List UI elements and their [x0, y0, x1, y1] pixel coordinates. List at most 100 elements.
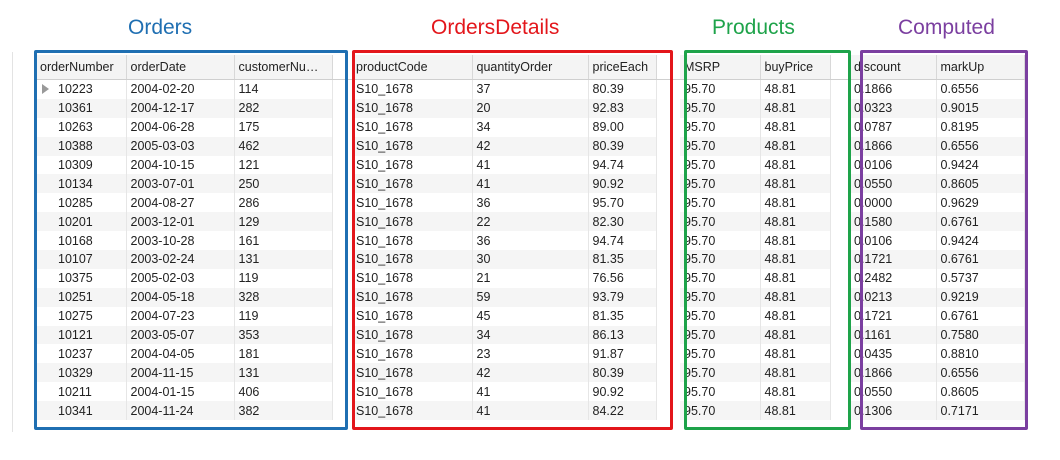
- cell-productcode[interactable]: S10_1678: [352, 136, 473, 156]
- cell-buyprice[interactable]: 48.81: [760, 287, 831, 307]
- cell-quantityorder[interactable]: 23: [472, 344, 589, 364]
- cell-productcode[interactable]: S10_1678: [352, 363, 473, 383]
- cell-ordernumber[interactable]: 10134: [36, 174, 127, 194]
- cell-ordernumber[interactable]: 10237: [36, 344, 127, 364]
- column-header-discount[interactable]: discount: [850, 55, 937, 80]
- column-header-productcode[interactable]: productCode: [352, 55, 473, 80]
- cell-discount[interactable]: 0.0787: [850, 117, 937, 137]
- cell-priceeach[interactable]: 91.87: [588, 344, 657, 364]
- cell-markup[interactable]: 0.6761: [936, 212, 1025, 232]
- cell-discount[interactable]: 0.0000: [850, 193, 937, 213]
- cell-buyprice[interactable]: 48.81: [760, 193, 831, 213]
- cell-quantityorder[interactable]: 34: [472, 325, 589, 345]
- cell-priceeach[interactable]: 90.92: [588, 382, 657, 402]
- cell-buyprice[interactable]: 48.81: [760, 136, 831, 156]
- cell-markup[interactable]: 0.9219: [936, 287, 1025, 307]
- column-header-markup[interactable]: markUp: [936, 55, 1025, 80]
- table-row[interactable]: 10107 2003-02-24 131 S10_1678 30 81.35 95.70 48…: [36, 250, 1025, 269]
- cell-quantityorder[interactable]: 34: [472, 117, 589, 137]
- cell-discount[interactable]: 0.1580: [850, 212, 937, 232]
- table-row[interactable]: 10201 2003-12-01 129 S10_1678 22 82.30 95.70 48…: [36, 212, 1025, 232]
- cell-buyprice[interactable]: 48.81: [760, 325, 831, 345]
- cell-ordernumber[interactable]: 10121: [36, 325, 127, 345]
- cell-quantityorder[interactable]: 59: [472, 287, 589, 307]
- cell-ordernumber[interactable]: 10341: [36, 401, 127, 421]
- column-header-ordernumber[interactable]: orderNumber: [36, 55, 127, 80]
- cell-quantityorder[interactable]: 30: [472, 250, 589, 269]
- cell-quantityorder[interactable]: 20: [472, 98, 589, 118]
- cell-ordernumber[interactable]: 10251: [36, 287, 127, 307]
- cell-discount[interactable]: 0.1721: [850, 250, 937, 269]
- column-header-buyprice[interactable]: buyPrice: [760, 55, 831, 80]
- cell-msrp[interactable]: 95.70: [680, 287, 761, 307]
- cell-productcode[interactable]: S10_1678: [352, 98, 473, 118]
- cell-discount[interactable]: 0.1866: [850, 136, 937, 156]
- cell-ordernumber[interactable]: 10263: [36, 117, 127, 137]
- table-row[interactable]: 10211 2004-01-15 406 S10_1678 41 90.92 95.70 48…: [36, 382, 1025, 402]
- cell-ordernumber[interactable]: 10329: [36, 363, 127, 383]
- cell-orderdate[interactable]: 2004-02-20: [126, 79, 235, 99]
- cell-discount[interactable]: 0.1306: [850, 401, 937, 421]
- cell-productcode[interactable]: S10_1678: [352, 250, 473, 269]
- cell-ordernumber[interactable]: 10211: [36, 382, 127, 402]
- cell-quantityorder[interactable]: 37: [472, 79, 589, 99]
- cell-quantityorder[interactable]: 41: [472, 174, 589, 194]
- cell-customernumber[interactable]: 250: [234, 174, 333, 194]
- cell-orderdate[interactable]: 2004-12-17: [126, 98, 235, 118]
- cell-buyprice[interactable]: 48.81: [760, 231, 831, 251]
- cell-customernumber[interactable]: 382: [234, 401, 333, 421]
- cell-ordernumber[interactable]: 10375: [36, 268, 127, 288]
- cell-buyprice[interactable]: 48.81: [760, 155, 831, 175]
- cell-ordernumber[interactable]: 10168: [36, 231, 127, 251]
- cell-ordernumber[interactable]: 10107: [36, 250, 127, 269]
- cell-buyprice[interactable]: 48.81: [760, 382, 831, 402]
- cell-priceeach[interactable]: 89.00: [588, 117, 657, 137]
- cell-productcode[interactable]: S10_1678: [352, 306, 473, 326]
- cell-msrp[interactable]: 95.70: [680, 306, 761, 326]
- cell-quantityorder[interactable]: 22: [472, 212, 589, 232]
- table-row[interactable]: 10309 2004-10-15 121 S10_1678 41 94.74 95.70 48…: [36, 155, 1025, 175]
- cell-discount[interactable]: 0.0106: [850, 231, 937, 251]
- cell-productcode[interactable]: S10_1678: [352, 287, 473, 307]
- cell-ordernumber[interactable]: 10285: [36, 193, 127, 213]
- cell-productcode[interactable]: S10_1678: [352, 268, 473, 288]
- cell-productcode[interactable]: S10_1678: [352, 325, 473, 345]
- cell-msrp[interactable]: 95.70: [680, 174, 761, 194]
- cell-markup[interactable]: 0.6556: [936, 79, 1025, 99]
- cell-priceeach[interactable]: 92.83: [588, 98, 657, 118]
- cell-customernumber[interactable]: 462: [234, 136, 333, 156]
- cell-msrp[interactable]: 95.70: [680, 98, 761, 118]
- cell-orderdate[interactable]: 2004-10-15: [126, 155, 235, 175]
- cell-customernumber[interactable]: 119: [234, 268, 333, 288]
- cell-markup[interactable]: 0.8605: [936, 382, 1025, 402]
- cell-productcode[interactable]: S10_1678: [352, 117, 473, 137]
- cell-orderdate[interactable]: 2003-02-24: [126, 250, 235, 269]
- cell-customernumber[interactable]: 131: [234, 250, 333, 269]
- cell-priceeach[interactable]: 76.56: [588, 268, 657, 288]
- cell-orderdate[interactable]: 2004-01-15: [126, 382, 235, 402]
- cell-discount[interactable]: 0.2482: [850, 268, 937, 288]
- table-row[interactable]: 10223 2004-02-20 114 S10_1678 37 80.39 95.70 48…: [36, 79, 1025, 99]
- cell-customernumber[interactable]: 328: [234, 287, 333, 307]
- cell-orderdate[interactable]: 2005-02-03: [126, 268, 235, 288]
- cell-ordernumber[interactable]: 10388: [36, 136, 127, 156]
- table-row[interactable]: 10263 2004-06-28 175 S10_1678 34 89.00 95.70 48…: [36, 117, 1025, 137]
- cell-msrp[interactable]: 95.70: [680, 363, 761, 383]
- cell-msrp[interactable]: 95.70: [680, 193, 761, 213]
- cell-buyprice[interactable]: 48.81: [760, 306, 831, 326]
- cell-discount[interactable]: 0.0106: [850, 155, 937, 175]
- cell-priceeach[interactable]: 82.30: [588, 212, 657, 232]
- table-row[interactable]: 10388 2005-03-03 462 S10_1678 42 80.39 95.70 48…: [36, 136, 1025, 156]
- cell-priceeach[interactable]: 84.22: [588, 401, 657, 421]
- cell-markup[interactable]: 0.8195: [936, 117, 1025, 137]
- cell-orderdate[interactable]: 2003-12-01: [126, 212, 235, 232]
- cell-msrp[interactable]: 95.70: [680, 250, 761, 269]
- cell-orderdate[interactable]: 2003-07-01: [126, 174, 235, 194]
- cell-productcode[interactable]: S10_1678: [352, 344, 473, 364]
- cell-markup[interactable]: 0.5737: [936, 268, 1025, 288]
- cell-quantityorder[interactable]: 21: [472, 268, 589, 288]
- cell-priceeach[interactable]: 90.92: [588, 174, 657, 194]
- cell-markup[interactable]: 0.6761: [936, 250, 1025, 269]
- cell-msrp[interactable]: 95.70: [680, 268, 761, 288]
- cell-customernumber[interactable]: 282: [234, 98, 333, 118]
